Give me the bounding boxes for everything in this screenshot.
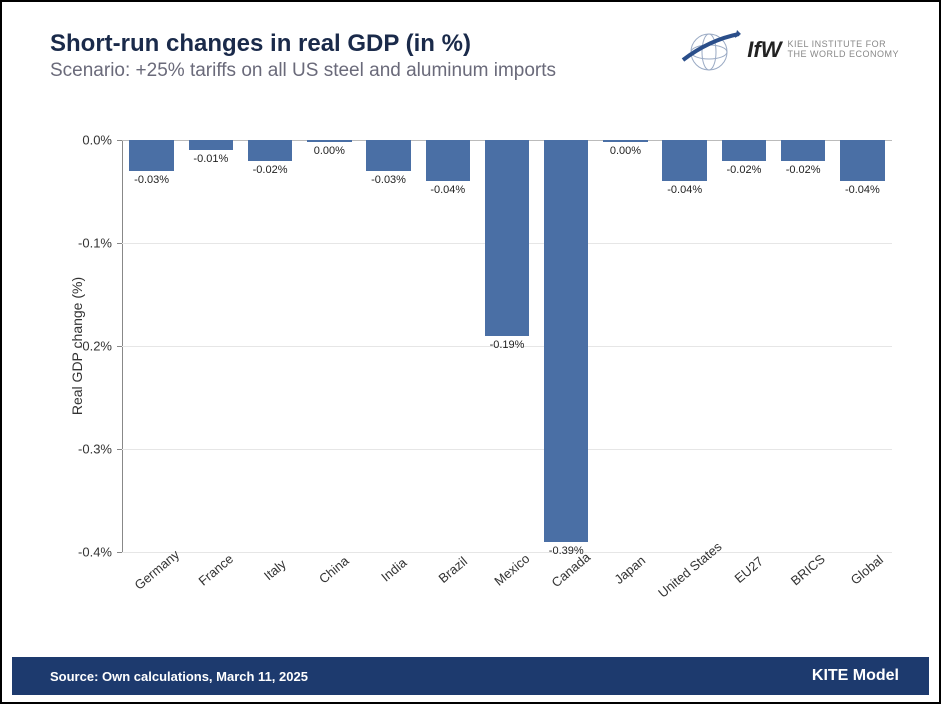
bar (722, 140, 766, 161)
xtick-label: Mexico (491, 551, 532, 589)
ytick-label: -0.3% (62, 442, 112, 457)
bar (840, 140, 884, 181)
xtick-label: Italy (261, 556, 289, 583)
bar-value-label: -0.04% (667, 184, 702, 196)
xtick-label: Brazil (435, 554, 470, 586)
ytick-mark (117, 449, 122, 450)
bar-value-label: -0.04% (430, 184, 465, 196)
xtick-label: China (316, 553, 352, 586)
grid-line (122, 449, 892, 450)
ytick-mark (117, 552, 122, 553)
xtick-label: EU27 (731, 554, 766, 586)
bar-value-label: -0.03% (371, 174, 406, 186)
plot-region: Real GDP change (%) 0.0%-0.1%-0.2%-0.3%-… (122, 140, 892, 552)
bar-value-label: 0.00% (314, 145, 345, 157)
bar (485, 140, 529, 336)
logo-tagline: KIEL INSTITUTE FOR THE WORLD ECONOMY (787, 40, 899, 60)
bar (248, 140, 292, 161)
bar-value-label: -0.01% (193, 153, 228, 165)
bar (307, 140, 351, 142)
ytick-label: -0.2% (62, 339, 112, 354)
ytick-mark (117, 140, 122, 141)
bar-value-label: -0.02% (726, 164, 761, 176)
bar-value-label: 0.00% (610, 145, 641, 157)
bar (189, 140, 233, 150)
bar (781, 140, 825, 161)
bar (129, 140, 173, 171)
ytick-label: 0.0% (62, 133, 112, 148)
xtick-label: Global (848, 552, 886, 588)
bar-value-label: -0.19% (490, 339, 525, 351)
bar (426, 140, 470, 181)
chart-footer: Source: Own calculations, March 11, 2025… (12, 657, 929, 695)
bar (366, 140, 410, 171)
ytick-label: -0.4% (62, 545, 112, 560)
bar-value-label: -0.04% (845, 184, 880, 196)
bar (603, 140, 647, 142)
grid-line (122, 552, 892, 553)
ytick-mark (117, 346, 122, 347)
bar-value-label: -0.02% (786, 164, 821, 176)
xtick-label: Japan (612, 553, 649, 587)
institute-logo: IfW KIEL INSTITUTE FOR THE WORLD ECONOMY (681, 22, 899, 77)
bar-value-label: -0.03% (134, 174, 169, 186)
xtick-label: Germany (131, 547, 182, 593)
bar-value-label: -0.02% (253, 164, 288, 176)
logo-brand: IfW (747, 37, 781, 63)
xtick-label: United States (655, 539, 724, 601)
footer-source: Source: Own calculations, March 11, 2025 (50, 669, 308, 684)
footer-model: KITE Model (812, 667, 899, 685)
ytick-mark (117, 243, 122, 244)
xtick-label: France (195, 551, 236, 589)
ytick-label: -0.1% (62, 236, 112, 251)
xtick-label: India (378, 555, 409, 585)
globe-icon (681, 22, 741, 77)
chart-area: Real GDP change (%) 0.0%-0.1%-0.2%-0.3%-… (62, 122, 902, 552)
xtick-label: BRICS (788, 551, 828, 588)
bar (662, 140, 706, 181)
bar (544, 140, 588, 542)
